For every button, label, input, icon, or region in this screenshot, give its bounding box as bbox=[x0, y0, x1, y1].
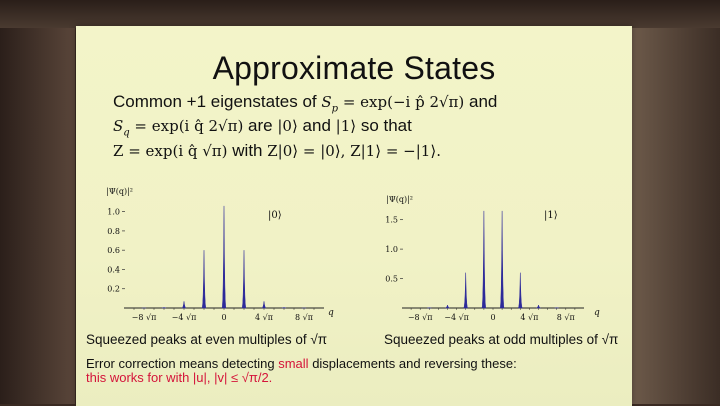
plot-right-state-label: |1⟩ bbox=[544, 210, 558, 221]
slide: Approximate States Common +1 eigenstates… bbox=[76, 26, 632, 406]
text-line-1: Common +1 eigenstates of Sp = exp(−i p̂ … bbox=[113, 92, 497, 114]
left-ytick-label: 0.2 bbox=[107, 285, 120, 294]
error-correction-note: Error correction means detecting small d… bbox=[86, 357, 517, 385]
plot-left-xticks: −8 √π −4 √π 0 4 √π 8 √π bbox=[132, 308, 314, 322]
right-peak bbox=[482, 211, 486, 308]
right-peak bbox=[445, 305, 449, 308]
error-line-1-red: small bbox=[278, 356, 308, 371]
text-line-1-sub: p bbox=[332, 103, 338, 114]
right-xtick-label: 0 bbox=[490, 313, 495, 322]
plot-right: |Ψ(q)|² |1⟩ q 1.5 1.0 0.5 −8 √π −4 √π 0 4 √π 8… bbox=[372, 182, 632, 332]
text-line-1-b: S bbox=[321, 93, 331, 111]
background-top bbox=[0, 0, 720, 28]
right-ytick-label: 1.0 bbox=[385, 245, 398, 254]
text-line-3-b: with bbox=[232, 141, 262, 160]
text-line-1-d: and bbox=[469, 92, 497, 111]
text-line-3-a: Z = exp(i q̂ √π) bbox=[113, 142, 228, 160]
plot-right-caption: Squeezed peaks at odd multiples of √π bbox=[384, 332, 618, 347]
background-left bbox=[0, 0, 75, 404]
left-ytick-label: 1.0 bbox=[107, 208, 120, 217]
left-xtick-label: −8 √π bbox=[132, 313, 157, 322]
error-line-1-a: Error correction means detecting bbox=[86, 356, 275, 371]
right-ytick-label: 0.5 bbox=[385, 275, 398, 284]
right-peak bbox=[518, 273, 522, 308]
plot-left: |Ψ(q)|² |0⟩ q 1.0 0.8 0.6 0.4 0.2 −8 √π −4 √π… bbox=[86, 182, 346, 332]
text-line-2-f: |1⟩ bbox=[336, 117, 356, 135]
plot-left-peaks bbox=[124, 206, 324, 308]
left-ytick-label: 0.4 bbox=[107, 265, 120, 274]
plot-right-peaks bbox=[402, 211, 584, 308]
text-line-3-c: Z|0⟩ = |0⟩, Z|1⟩ = −|1⟩. bbox=[267, 142, 441, 160]
right-xtick-label: −8 √π bbox=[408, 313, 433, 322]
right-xtick-label: 8 √π bbox=[557, 313, 575, 322]
background-right bbox=[630, 0, 720, 404]
text-line-1-a: Common +1 eigenstates of bbox=[113, 92, 317, 111]
text-line-2-d: |0⟩ bbox=[277, 117, 297, 135]
text-line-2-a: S bbox=[113, 117, 123, 135]
plot-right-xlabel: q bbox=[594, 308, 600, 318]
text-line-2-g: so that bbox=[361, 116, 412, 135]
left-xtick-label: 4 √π bbox=[255, 313, 273, 322]
error-line-2: this works for with |u|, |v| ≤ √π/2. bbox=[86, 371, 517, 385]
plot-left-xlabel: q bbox=[328, 308, 334, 318]
left-peak bbox=[262, 301, 266, 308]
plot-right-svg: |Ψ(q)|² |1⟩ q 1.5 1.0 0.5 −8 √π −4 √π 0 4 √π 8… bbox=[372, 182, 632, 332]
text-line-1-c: = exp(−i p̂ 2√π) bbox=[343, 93, 464, 111]
plot-right-yticks: 1.5 1.0 0.5 bbox=[385, 216, 403, 284]
left-xtick-label: −4 √π bbox=[172, 313, 197, 322]
plot-left-ylabel: |Ψ(q)|² bbox=[106, 187, 133, 196]
error-line-1: Error correction means detecting small d… bbox=[86, 357, 517, 371]
left-xtick-label: 0 bbox=[221, 313, 226, 322]
left-ytick-label: 0.6 bbox=[107, 246, 120, 255]
text-line-2-e: and bbox=[303, 116, 331, 135]
text-line-2-b: = exp(i q̂ 2√π) bbox=[134, 117, 243, 135]
plot-left-state-label: |0⟩ bbox=[268, 210, 282, 221]
plot-left-yticks: 1.0 0.8 0.6 0.4 0.2 bbox=[107, 208, 125, 294]
text-line-3: Z = exp(i q̂ √π) with Z|0⟩ = |0⟩, Z|1⟩ =… bbox=[113, 141, 441, 161]
left-peak bbox=[202, 250, 206, 308]
slide-title: Approximate States bbox=[76, 50, 632, 87]
left-peak bbox=[182, 301, 186, 308]
right-peak bbox=[464, 273, 468, 308]
plot-left-svg: |Ψ(q)|² |0⟩ q 1.0 0.8 0.6 0.4 0.2 −8 √π −4 √π… bbox=[86, 182, 346, 332]
right-peak bbox=[536, 305, 540, 308]
plot-right-xticks: −8 √π −4 √π 0 4 √π 8 √π bbox=[408, 308, 575, 322]
error-line-1-b: displacements and reversing these: bbox=[312, 356, 517, 371]
right-xtick-label: 4 √π bbox=[520, 313, 538, 322]
text-line-2-sub: q bbox=[123, 127, 129, 138]
left-peak bbox=[242, 250, 246, 308]
left-xtick-label: 8 √π bbox=[295, 313, 313, 322]
plot-right-ylabel: |Ψ(q)|² bbox=[386, 195, 413, 204]
left-peak bbox=[222, 206, 226, 308]
text-line-2-c: are bbox=[248, 116, 273, 135]
right-ytick-label: 1.5 bbox=[385, 216, 398, 225]
right-peak bbox=[500, 211, 504, 308]
text-line-2: Sq = exp(i q̂ 2√π) are |0⟩ and |1⟩ so th… bbox=[113, 116, 412, 138]
plot-left-caption: Squeezed peaks at even multiples of √π bbox=[86, 332, 327, 347]
left-ytick-label: 0.8 bbox=[107, 227, 120, 236]
right-xtick-label: −4 √π bbox=[444, 313, 469, 322]
